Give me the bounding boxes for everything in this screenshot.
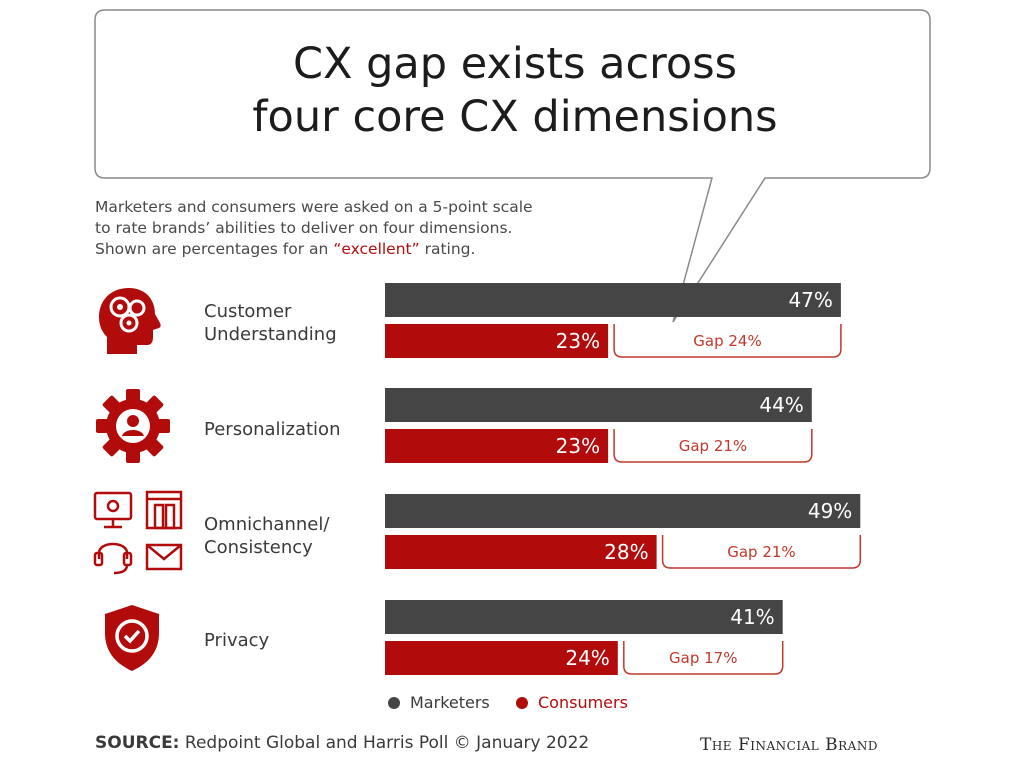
- head-gears-icon: [99, 288, 161, 354]
- consumers-bar: [385, 429, 609, 463]
- legend-marketers-label: Marketers: [410, 693, 490, 712]
- subtitle-line1: Marketers and consumers were asked on a …: [95, 198, 533, 216]
- consumers-value-label: 24%: [565, 646, 609, 670]
- legend-consumers: Consumers: [516, 692, 628, 714]
- gear-person-icon: [96, 389, 170, 463]
- marketers-value-label: 49%: [808, 499, 852, 523]
- consumers-value-label: 28%: [604, 540, 648, 564]
- gap-label: Gap 21%: [679, 437, 747, 455]
- gap-bracket: [613, 324, 842, 358]
- category-label-privacy: Privacy: [204, 630, 270, 651]
- gap-bracket: [661, 535, 862, 569]
- category-label-omnichannel-2: Consistency: [204, 537, 313, 558]
- subtitle-line3-after: rating.: [419, 240, 476, 258]
- subtitle-line3-before: Shown are percentages for an: [95, 240, 334, 258]
- chart-title-line1: CX gap exists across: [292, 39, 738, 89]
- subtitle-highlight: “excellent”: [333, 240, 420, 258]
- chart-title-line2: four core CX dimensions: [252, 92, 778, 142]
- marketers-bar: [385, 283, 841, 317]
- gap-bracket: [613, 429, 813, 463]
- shield-check-icon: [105, 605, 159, 671]
- consumers-bar: [385, 535, 657, 569]
- legend-consumers-swatch: [516, 697, 528, 709]
- brand-logo-text: The Financial Brand: [700, 735, 878, 755]
- gap-label: Gap 17%: [669, 649, 737, 667]
- legend-marketers: Marketers: [388, 692, 490, 714]
- legend-consumers-label: Consumers: [538, 693, 628, 712]
- consumers-bar: [385, 324, 609, 358]
- marketers-value-label: 44%: [759, 393, 803, 417]
- marketers-bar: [385, 600, 783, 634]
- source-text: Redpoint Global and Harris Poll © Januar…: [184, 733, 590, 753]
- marketers-value-label: 47%: [788, 288, 832, 312]
- source-label: SOURCE:: [95, 733, 180, 753]
- consumers-bar: [385, 641, 618, 675]
- marketers-bar: [385, 388, 812, 422]
- category-label-personalization: Personalization: [204, 419, 341, 440]
- gap-bracket: [623, 641, 784, 675]
- category-label-omnichannel-1: Omnichannel/: [204, 514, 330, 535]
- consumers-value-label: 23%: [556, 434, 600, 458]
- marketers-bar: [385, 494, 861, 528]
- legend-marketers-swatch: [388, 697, 400, 709]
- marketers-value-label: 41%: [730, 605, 774, 629]
- subtitle-line2: to rate brands’ abilities to deliver on …: [95, 219, 513, 237]
- subtitle-line3: Shown are percentages for an “excellent”…: [95, 239, 475, 260]
- gap-label: Gap 24%: [693, 332, 761, 350]
- consumers-value-label: 23%: [556, 329, 600, 353]
- category-label-customer-understanding-1: Customer: [204, 301, 292, 322]
- gap-label: Gap 21%: [727, 543, 795, 561]
- source-note: SOURCE: Redpoint Global and Harris Poll …: [95, 733, 589, 753]
- omnichannel-icons: [93, 490, 183, 575]
- category-label-customer-understanding-2: Understanding: [204, 324, 337, 345]
